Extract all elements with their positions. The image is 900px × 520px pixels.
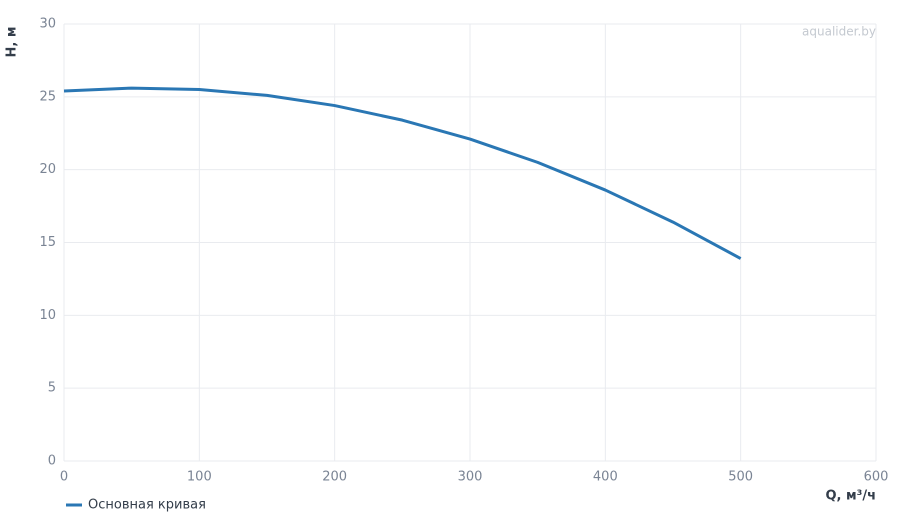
x-tick-label: 500 bbox=[728, 470, 753, 485]
x-tick-label: 400 bbox=[593, 470, 618, 485]
legend-label: Основная кривая bbox=[88, 498, 206, 513]
y-axis-label: H, м bbox=[5, 27, 20, 58]
y-tick-label: 15 bbox=[39, 235, 56, 250]
watermark: aqualider.by bbox=[802, 25, 876, 39]
y-tick-label: 5 bbox=[48, 381, 56, 396]
line-series bbox=[63, 86, 742, 260]
y-tick-label: 20 bbox=[39, 162, 56, 177]
y-tick-label: 10 bbox=[39, 308, 56, 323]
x-tick-label: 300 bbox=[458, 470, 483, 485]
y-tick-label: 0 bbox=[48, 454, 56, 469]
x-tick-label: 200 bbox=[322, 470, 347, 485]
x-tick-label: 600 bbox=[864, 470, 889, 485]
x-tick-label: 0 bbox=[60, 470, 68, 485]
y-tick-label: 25 bbox=[39, 89, 56, 104]
x-axis-label: Q, м³/ч bbox=[825, 489, 876, 504]
x-tick-label: 100 bbox=[187, 470, 212, 485]
y-tick-label: 30 bbox=[39, 17, 56, 32]
